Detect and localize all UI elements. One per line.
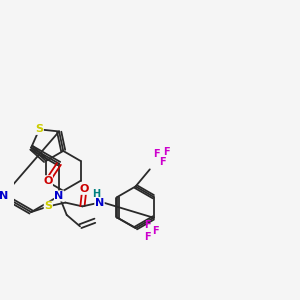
Text: H: H xyxy=(92,189,100,199)
Text: N: N xyxy=(0,191,8,201)
Text: N: N xyxy=(95,198,104,208)
Text: F: F xyxy=(144,232,151,242)
Text: F: F xyxy=(152,226,158,236)
Text: O: O xyxy=(43,176,52,186)
Text: F: F xyxy=(144,220,151,230)
Text: N: N xyxy=(55,191,64,201)
Text: F: F xyxy=(154,149,160,159)
Text: F: F xyxy=(163,147,170,157)
Text: S: S xyxy=(44,201,52,212)
Text: S: S xyxy=(35,124,43,134)
Text: F: F xyxy=(159,157,166,167)
Text: O: O xyxy=(80,184,89,194)
